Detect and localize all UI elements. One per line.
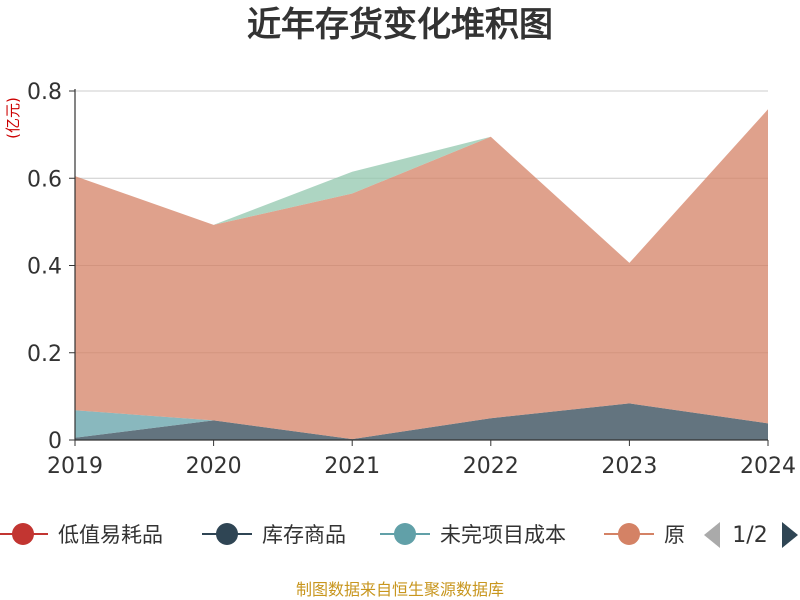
legend-label: 库存商品 xyxy=(262,523,346,547)
legend-pager: 1/2 xyxy=(704,522,798,548)
x-axis-ticks: 2019 2020 2021 2022 2023 2024 xyxy=(47,440,796,479)
x-tick-label: 2024 xyxy=(740,454,796,479)
legend-marker-icon xyxy=(394,523,416,545)
legend: 低值易耗品 库存商品 未完项目成本 原 xyxy=(0,523,685,547)
legend-label: 原 xyxy=(664,523,685,547)
y-tick-label: 0.6 xyxy=(27,167,62,192)
y-axis-unit-label: (亿元) xyxy=(4,97,22,139)
legend-item[interactable]: 低值易耗品 xyxy=(0,523,163,547)
y-tick-label: 0.4 xyxy=(27,255,62,280)
legend-label: 低值易耗品 xyxy=(58,523,163,547)
legend-page-indicator: 1/2 xyxy=(732,523,767,548)
legend-marker-icon xyxy=(618,523,640,545)
legend-marker-icon xyxy=(12,523,34,545)
legend-next-icon[interactable] xyxy=(782,522,798,548)
legend-marker-icon xyxy=(216,523,238,545)
x-tick-label: 2022 xyxy=(463,454,519,479)
axes xyxy=(69,89,768,441)
x-tick-label: 2021 xyxy=(324,454,380,479)
area-series-group xyxy=(75,109,768,440)
chart-title: 近年存货变化堆积图 xyxy=(247,5,553,45)
x-tick-label: 2020 xyxy=(186,454,242,479)
legend-label: 未完项目成本 xyxy=(440,523,566,547)
legend-item[interactable]: 库存商品 xyxy=(202,523,346,547)
data-source-note: 制图数据来自恒生聚源数据库 xyxy=(296,580,504,599)
legend-item[interactable]: 原 xyxy=(604,523,685,547)
area-series-3 xyxy=(75,109,768,440)
y-tick-label: 0 xyxy=(48,429,62,454)
y-tick-label: 0.8 xyxy=(27,80,62,105)
x-tick-label: 2023 xyxy=(601,454,657,479)
x-tick-label: 2019 xyxy=(47,454,103,479)
y-axis-ticks: 0 0.2 0.4 0.6 0.8 xyxy=(27,80,62,454)
legend-prev-icon[interactable] xyxy=(704,522,720,548)
y-tick-label: 0.2 xyxy=(27,342,62,367)
legend-item[interactable]: 未完项目成本 xyxy=(380,523,566,547)
area-series-1 xyxy=(75,403,768,440)
